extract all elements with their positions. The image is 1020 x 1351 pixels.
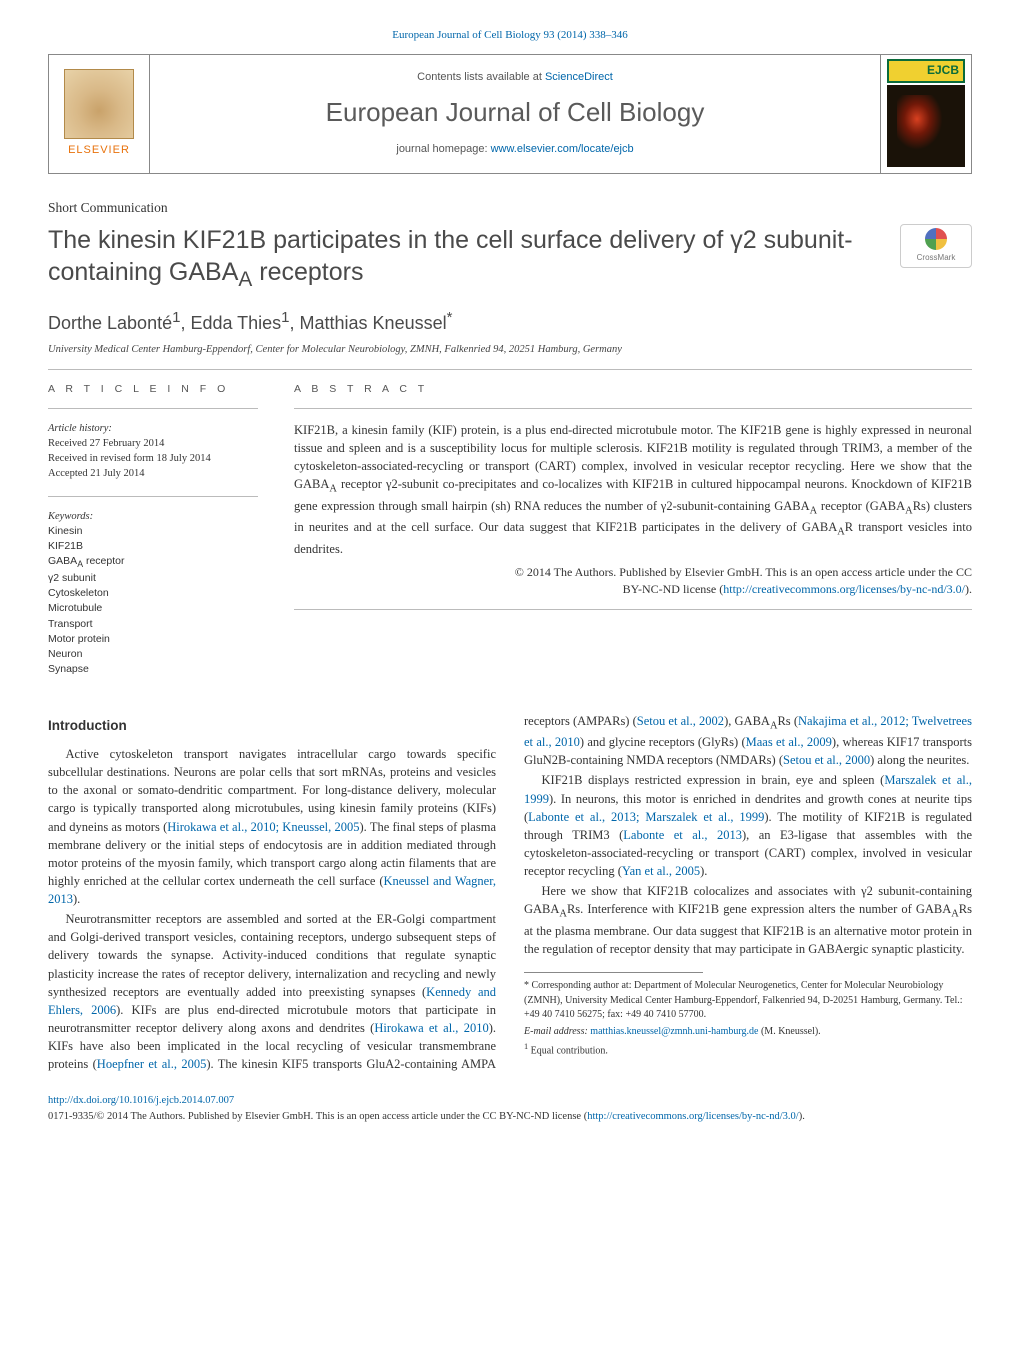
keyword: Neuron: [48, 647, 258, 662]
email-link[interactable]: matthias.kneussel@zmnh.uni-hamburg.de: [590, 1026, 758, 1037]
article-type: Short Communication: [48, 198, 972, 218]
header-center: Contents lists available at ScienceDirec…: [149, 55, 881, 173]
keywords-block: Keywords: Kinesin KIF21B GABAA receptor …: [48, 509, 258, 678]
crossmark-label: CrossMark: [917, 252, 956, 264]
crossmark-badge[interactable]: CrossMark: [900, 224, 972, 268]
keyword: Motor protein: [48, 632, 258, 647]
article-info-column: A R T I C L E I N F O Article history: R…: [48, 382, 258, 691]
copyright-prefix: 0171-9335/© 2014 The Authors. Published …: [48, 1111, 587, 1122]
footnotes: * Corresponding author at: Department of…: [524, 979, 972, 1059]
sciencedirect-link[interactable]: ScienceDirect: [545, 71, 613, 83]
keyword: Transport: [48, 617, 258, 632]
section-heading-introduction: Introduction: [48, 716, 496, 736]
equal-mark: 1: [524, 1042, 528, 1051]
abstract-column: A B S T R A C T KIF21B, a kinesin family…: [294, 382, 972, 691]
email-suffix: (M. Kneussel).: [761, 1026, 821, 1037]
authors: Dorthe Labonté1, Edda Thies1, Matthias K…: [48, 307, 972, 336]
body-paragraph: Here we show that KIF21B colocalizes and…: [524, 882, 972, 958]
history-item: Received 27 February 2014: [48, 436, 258, 451]
body-paragraph: Active cytoskeleton transport navigates …: [48, 745, 496, 908]
keyword: KIF21B: [48, 539, 258, 554]
equal-text: Equal contribution.: [531, 1045, 608, 1056]
keyword: Kinesin: [48, 524, 258, 539]
keyword: γ2 subunit: [48, 571, 258, 586]
elsevier-label: ELSEVIER: [68, 143, 130, 159]
cc-license-link[interactable]: http://creativecommons.org/licenses/by-n…: [587, 1111, 799, 1122]
license-line2-prefix: BY-NC-ND license (: [623, 582, 724, 596]
history-item: Accepted 21 July 2014: [48, 466, 258, 481]
doi-link[interactable]: http://dx.doi.org/10.1016/j.ejcb.2014.07…: [48, 1095, 234, 1106]
body-paragraph: KIF21B displays restricted expression in…: [524, 771, 972, 880]
keyword: Cytoskeleton: [48, 586, 258, 601]
abstract-heading: A B S T R A C T: [294, 382, 972, 397]
elsevier-logo: ELSEVIER: [49, 55, 149, 173]
license-block: © 2014 The Authors. Published by Elsevie…: [294, 564, 972, 599]
cover-image: [887, 85, 965, 167]
homepage-line: journal homepage: www.elsevier.com/locat…: [396, 142, 633, 158]
homepage-link[interactable]: www.elsevier.com/locate/ejcb: [491, 143, 634, 155]
journal-name: European Journal of Cell Biology: [326, 94, 705, 132]
divider: [48, 369, 972, 370]
license-line2-suffix: ).: [965, 582, 972, 596]
body-text: Introduction Active cytoskeleton transpo…: [48, 712, 972, 1074]
license-line1: © 2014 The Authors. Published by Elsevie…: [515, 565, 972, 579]
affiliation: University Medical Center Hamburg-Eppend…: [48, 342, 972, 357]
email-line: E-mail address: matthias.kneussel@zmnh.u…: [524, 1025, 972, 1040]
keyword: GABAA receptor: [48, 554, 258, 571]
history-head: Article history:: [48, 421, 258, 436]
abstract-text: KIF21B, a kinesin family (KIF) protein, …: [294, 421, 972, 558]
citation-link[interactable]: European Journal of Cell Biology 93 (201…: [392, 29, 628, 41]
equal-contribution: 1 Equal contribution.: [524, 1041, 972, 1059]
email-label: E-mail address:: [524, 1026, 590, 1037]
history-item: Received in revised form 18 July 2014: [48, 451, 258, 466]
info-heading: A R T I C L E I N F O: [48, 382, 258, 397]
license-link[interactable]: http://creativecommons.org/licenses/by-n…: [723, 582, 965, 596]
journal-header: ELSEVIER Contents lists available at Sci…: [48, 54, 972, 174]
copyright-suffix: ).: [799, 1111, 805, 1122]
keywords-head: Keywords:: [48, 509, 258, 524]
homepage-prefix: journal homepage:: [396, 143, 490, 155]
footnote-separator: [524, 972, 703, 973]
ejcb-badge: EJCB: [887, 59, 965, 83]
contents-prefix: Contents lists available at: [417, 71, 545, 83]
article-title: The kinesin KIF21B participates in the c…: [48, 224, 884, 294]
corresponding-author: * Corresponding author at: Department of…: [524, 979, 972, 1023]
contents-line: Contents lists available at ScienceDirec…: [417, 70, 613, 86]
crossmark-icon: [925, 228, 947, 250]
elsevier-tree-icon: [64, 69, 134, 139]
keyword: Synapse: [48, 662, 258, 677]
doi-block: http://dx.doi.org/10.1016/j.ejcb.2014.07…: [48, 1093, 972, 1123]
article-history: Article history: Received 27 February 20…: [48, 421, 258, 482]
cover-thumbnail: EJCB: [881, 55, 971, 173]
keyword: Microtubule: [48, 601, 258, 616]
